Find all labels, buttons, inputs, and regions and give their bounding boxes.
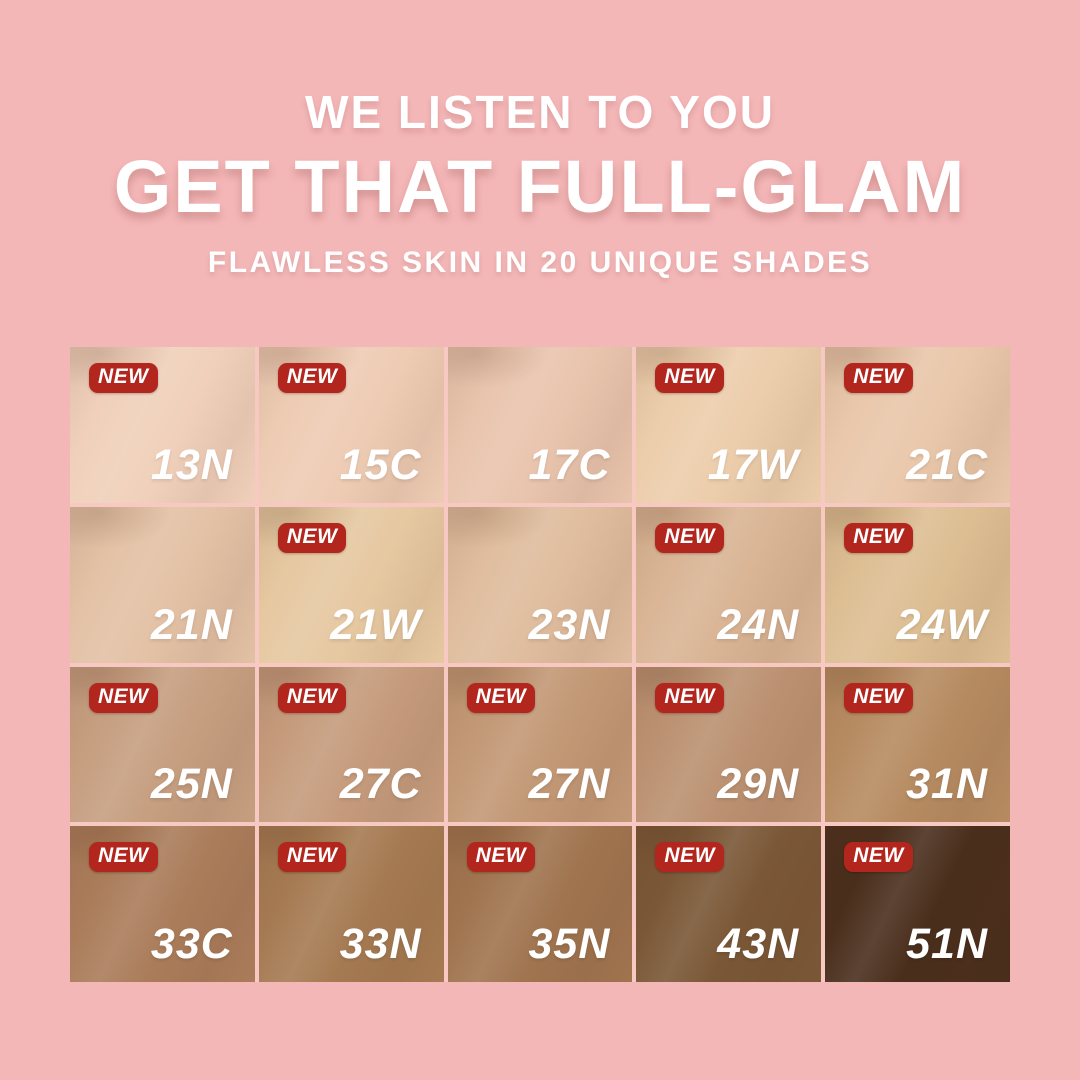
- new-badge: NEW: [89, 363, 158, 393]
- new-badge: NEW: [89, 842, 158, 873]
- shade-code-label: 29N: [717, 760, 800, 809]
- new-badge: NEW: [655, 842, 724, 873]
- shade-swatch-21N: 21N: [70, 506, 255, 663]
- shade-code-label: 43N: [717, 920, 800, 968]
- new-badge: NEW: [655, 363, 724, 393]
- headline: GET THAT FULL-GLAM: [113, 145, 967, 229]
- shade-code-label: 25N: [150, 760, 233, 809]
- shade-code-label: 17C: [528, 440, 611, 489]
- new-badge: NEW: [655, 682, 724, 713]
- shade-swatch-25N: NEW 25N: [70, 666, 255, 823]
- shade-swatch-13N: NEW 13N: [70, 347, 255, 503]
- shade-code-label: 35N: [528, 920, 611, 968]
- shade-swatch-21W: NEW 21W: [258, 506, 444, 663]
- new-badge: NEW: [466, 842, 536, 873]
- shade-swatch-31N: NEW 31N: [825, 666, 1010, 823]
- shade-code-label: 24W: [896, 600, 988, 649]
- subheadline: FLAWLESS SKIN IN 20 UNIQUE SHADES: [207, 246, 873, 280]
- shade-code-label: 27N: [528, 760, 611, 809]
- header: WE LISTEN TO YOU GET THAT FULL-GLAM FLAW…: [0, 0, 1080, 280]
- new-badge: NEW: [655, 522, 724, 553]
- eyebrow-text: WE LISTEN TO YOU: [305, 86, 775, 138]
- shade-swatch-27C: NEW 27C: [258, 666, 444, 823]
- shade-grid: NEW 13N NEW 15C 17C NEW 17W NEW 21C 21N NEW 21W 23N N…: [70, 347, 1010, 982]
- shade-code-label: 33N: [339, 920, 422, 968]
- shade-swatch-33C: NEW 33C: [70, 826, 255, 982]
- shade-swatch-17C: 17C: [447, 347, 633, 503]
- new-badge: NEW: [844, 522, 913, 553]
- shade-code-label: 51N: [906, 920, 988, 968]
- shade-swatch-51N: NEW 51N: [825, 826, 1010, 982]
- new-badge: NEW: [844, 363, 913, 393]
- shade-code-label: 15C: [339, 440, 422, 489]
- shade-swatch-27N: NEW 27N: [447, 666, 633, 823]
- new-badge: NEW: [844, 682, 913, 713]
- shade-code-label: 31N: [906, 760, 988, 809]
- shade-swatch-17W: NEW 17W: [636, 347, 822, 503]
- shade-code-label: 27C: [339, 760, 422, 809]
- new-badge: NEW: [89, 682, 158, 713]
- shade-code-label: 13N: [150, 440, 233, 489]
- shade-swatch-24N: NEW 24N: [636, 506, 822, 663]
- new-badge: NEW: [277, 363, 347, 393]
- shade-swatch-35N: NEW 35N: [447, 826, 633, 982]
- shade-code-label: 23N: [528, 600, 611, 649]
- shade-code-label: 17W: [707, 440, 800, 489]
- new-badge: NEW: [844, 842, 913, 873]
- new-badge: NEW: [466, 682, 536, 713]
- shade-swatch-29N: NEW 29N: [636, 666, 822, 823]
- shade-swatch-15C: NEW 15C: [258, 347, 444, 503]
- shade-swatch-23N: 23N: [447, 506, 633, 663]
- shade-code-label: 21C: [906, 440, 988, 489]
- shade-swatch-24W: NEW 24W: [825, 506, 1010, 663]
- shade-code-label: 33C: [150, 920, 233, 968]
- new-badge: NEW: [277, 522, 347, 553]
- shade-code-label: 24N: [717, 600, 800, 649]
- shade-code-label: 21N: [150, 600, 233, 649]
- new-badge: NEW: [277, 682, 347, 713]
- shade-code-label: 21W: [330, 600, 422, 649]
- shade-swatch-43N: NEW 43N: [636, 826, 822, 982]
- shade-swatch-21C: NEW 21C: [825, 347, 1010, 503]
- shade-swatch-33N: NEW 33N: [258, 826, 444, 982]
- new-badge: NEW: [277, 842, 347, 873]
